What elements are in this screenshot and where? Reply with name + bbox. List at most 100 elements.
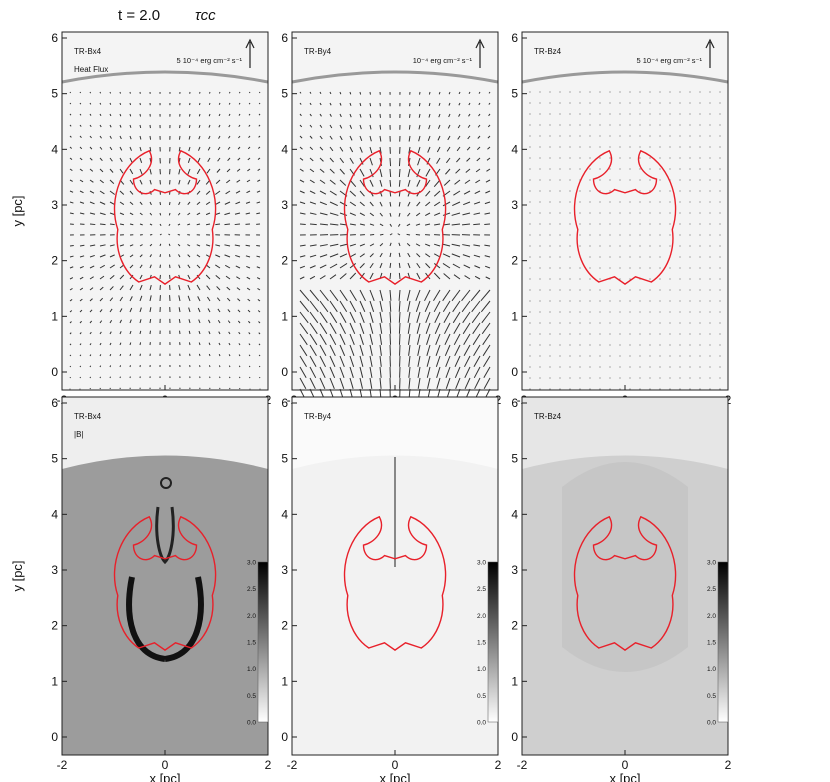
flux-arrow: [339, 262, 348, 269]
flux-arrow: [227, 146, 231, 150]
flux-arrow: [398, 289, 401, 301]
flux-dot: [649, 157, 651, 159]
flux-dot: [539, 311, 541, 313]
flux-arrow: [464, 366, 471, 379]
flux-arrow: [99, 354, 102, 357]
flux-arrow: [89, 331, 92, 335]
flux-dot: [599, 234, 601, 236]
flux-dot: [719, 344, 721, 346]
flux-arrow: [119, 168, 124, 174]
y-tick-label: 1: [511, 309, 518, 323]
flux-dot: [659, 322, 661, 324]
x-tick-label: -2: [287, 758, 298, 772]
flux-arrow: [139, 212, 143, 216]
flux-arrow: [299, 146, 303, 150]
flux-arrow: [442, 300, 451, 313]
flux-dot: [699, 355, 701, 357]
flux-arrow: [389, 300, 392, 312]
flux-arrow: [218, 354, 221, 357]
flux-dot: [589, 146, 591, 148]
y-tick-label: 4: [511, 507, 518, 521]
flux-arrow: [434, 311, 441, 324]
flux-arrow: [79, 135, 82, 138]
flux-arrow: [329, 113, 332, 117]
flux-arrow: [149, 243, 153, 247]
flux-dot: [589, 256, 591, 258]
flux-dot: [719, 124, 721, 126]
flux-dot: [599, 256, 601, 258]
flux-arrow: [472, 333, 481, 346]
flux-arrow: [349, 243, 356, 247]
flux-dot: [619, 234, 621, 236]
flux-dot: [539, 157, 541, 159]
flux-dot: [669, 113, 671, 115]
flux-arrow: [246, 276, 251, 280]
flux-dot: [559, 201, 561, 203]
flux-arrow: [448, 102, 451, 106]
flux-arrow: [99, 297, 104, 302]
flux-arrow: [462, 254, 471, 258]
flux-arrow: [205, 223, 211, 226]
flux-arrow: [309, 179, 315, 184]
y-tick-label: 0: [511, 730, 518, 744]
flux-arrow: [89, 135, 92, 139]
flux-arrow: [187, 168, 191, 175]
flux-dot: [649, 179, 651, 181]
flux-dot: [629, 366, 631, 368]
flux-arrow: [187, 212, 191, 216]
flux-arrow: [329, 243, 339, 247]
flux-dot: [709, 234, 711, 236]
flux-arrow: [149, 135, 152, 140]
flux-dot: [689, 245, 691, 247]
flux-arrow: [139, 113, 142, 117]
flux-arrow: [129, 179, 134, 185]
colorbar: [487, 561, 499, 723]
flux-arrow: [196, 190, 201, 195]
flux-dot: [529, 223, 531, 225]
flux-arrow: [379, 377, 382, 389]
flux-dot: [549, 333, 551, 335]
flux-arrow: [329, 223, 339, 226]
flux-dot: [709, 344, 711, 346]
flux-dot: [529, 201, 531, 203]
flux-arrow: [119, 157, 123, 163]
flux-dot: [719, 289, 721, 291]
flux-arrow: [207, 146, 211, 151]
flux-dot: [599, 113, 601, 115]
flux-dot: [529, 333, 531, 335]
flux-arrow: [196, 223, 201, 226]
flux-arrow: [258, 365, 261, 368]
flux-dot: [689, 113, 691, 115]
flux-dot: [679, 146, 681, 148]
flux-arrow: [69, 124, 72, 127]
panel-background: [522, 32, 728, 390]
flux-arrow: [119, 124, 122, 128]
flux-arrow: [69, 135, 72, 138]
flux-dot: [629, 135, 631, 137]
flux-arrow: [475, 168, 481, 173]
flux-arrow: [119, 342, 122, 346]
flux-dot: [639, 311, 641, 313]
flux-dot: [529, 344, 531, 346]
flux-arrow: [205, 201, 211, 205]
flux-dot: [659, 223, 661, 225]
flux-arrow: [248, 343, 251, 346]
flux-arrow: [139, 319, 142, 324]
flux-arrow: [256, 190, 261, 193]
flux-arrow: [178, 254, 181, 258]
flux-dot: [659, 124, 661, 126]
flux-arrow: [218, 113, 221, 117]
flux-arrow: [319, 300, 329, 313]
flux-arrow: [329, 168, 335, 174]
flux-arrow: [339, 102, 342, 106]
flux-arrow: [329, 157, 334, 163]
flux-arrow: [339, 91, 342, 95]
flux-arrow: [69, 288, 73, 291]
flux-arrow: [218, 91, 221, 94]
flux-arrow: [339, 333, 346, 346]
flux-dot: [579, 135, 581, 137]
flux-arrow: [425, 311, 431, 323]
flux-arrow: [207, 308, 211, 313]
y-tick-label: 6: [51, 31, 58, 45]
flux-arrow: [188, 330, 191, 335]
